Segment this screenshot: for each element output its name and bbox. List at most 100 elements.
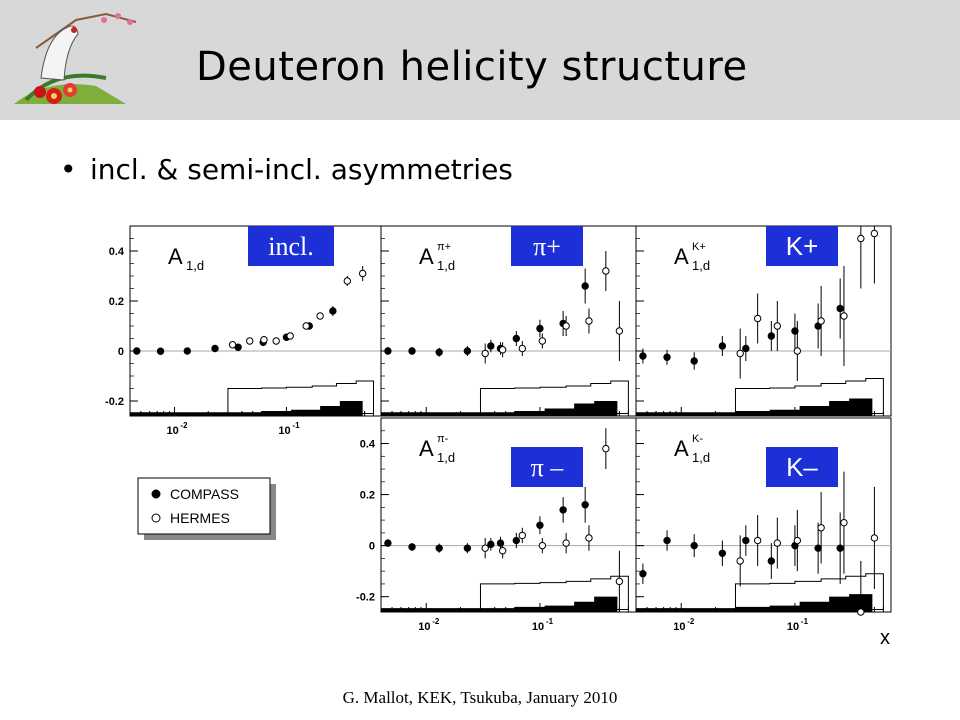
y-tick-label: 0.2 [109,296,124,308]
panel-axis-title: A [419,244,434,269]
panel-tag-label: π – [531,453,565,482]
panel-tag-label: incl. [268,232,314,261]
hermes-point [286,332,294,340]
compass-point [718,549,727,557]
hermes-point [857,608,865,616]
compass-point [791,327,799,335]
bullet-text: incl. & semi-incl. asymmetries [90,153,513,186]
legend-label: COMPASS [170,486,239,502]
panel-pi-minus: A 1,d π-π – [380,417,637,613]
systematic-band-compass [636,594,873,612]
x-tick-label: 10 [673,621,685,633]
systematic-band-compass [130,401,363,416]
hermes-point [817,524,825,532]
panel-axis-title: A [674,436,689,461]
panel-axis-superscript: K+ [692,241,706,253]
hermes-point [773,539,782,547]
systematic-band-hermes [479,575,629,610]
hermes-point [615,327,624,335]
compass-point [814,544,822,552]
compass-point [836,544,844,552]
panel-frame [635,417,892,613]
hermes-point [562,322,570,330]
compass-point [639,570,647,578]
panel-frame [380,225,637,417]
x-tick-label-exponent: -1 [801,617,809,626]
hermes-point [615,577,624,586]
panel-axis-superscript: K- [692,433,703,445]
systematic-band-hermes [734,573,884,610]
y-tick-label: -0.2 [356,592,375,604]
compass-point [496,539,505,547]
compass-point [408,347,416,355]
systematic-band-compass [381,401,618,416]
legend-compass-marker [151,489,161,499]
hermes-point [753,314,762,323]
hermes-point [793,536,802,545]
compass-point [183,347,191,355]
y-tick-label: -0.2 [105,396,124,408]
hermes-point [736,349,744,358]
compass-point [408,543,416,551]
hermes-point [736,557,744,565]
panel-tag-box [511,226,583,266]
hermes-point [498,346,507,354]
slide-footer: G. Mallot, KEK, Tsukuba, January 2010 [342,688,618,707]
panel-k-minus: A 1,d K- K– [635,417,892,616]
compass-point [536,521,544,529]
compass-point [329,307,337,315]
panel-tag-box [766,226,838,266]
panel-tag-box [248,226,334,266]
systematic-band-hermes [479,380,629,414]
panel-axis-title: A [168,244,183,269]
legend: COMPASS HERMES [137,477,276,540]
hermes-point [481,349,489,358]
compass-point [211,344,219,353]
hermes-point [518,531,527,540]
compass-point [742,536,750,545]
compass-point [512,536,521,545]
legend-label: HERMES [170,510,230,526]
hermes-point [585,317,593,325]
y-tick-label: 0 [118,346,124,358]
legend-hermes-marker [151,513,161,523]
hermes-point [260,336,268,344]
hermes-point [246,337,254,345]
compass-point [463,347,472,355]
hermes-point [817,317,825,325]
compass-point [718,342,727,350]
slide-title: Deuteron helicity structure [196,44,748,90]
hermes-point [481,544,489,552]
hermes-point [228,341,237,349]
bullet-item: • incl. & semi-incl. asymmetries [60,153,513,186]
y-tick-label: 0.4 [360,439,376,451]
compass-point [836,304,844,313]
panel-frame [635,225,892,417]
compass-point [487,540,495,549]
x-tick-label-exponent: -1 [292,421,300,430]
panel-frame [380,417,637,613]
hermes-point [538,541,547,550]
compass-point [663,353,671,361]
panel-tag-label: K+ [786,231,819,261]
panel-axis-subscript: 1,d [186,258,204,273]
hermes-point [518,344,527,353]
compass-point [663,536,671,545]
panel-tag-label: π+ [533,232,561,261]
panel-axis-subscript: 1,d [437,450,455,465]
hermes-point [498,547,507,555]
hermes-point [272,337,280,345]
panel-axis-subscript: 1,d [437,258,455,273]
systematic-band-hermes [227,380,375,414]
compass-point [512,334,521,343]
x-tick-label: 10 [418,621,430,633]
compass-point [581,501,589,509]
compass-point [767,332,776,340]
legend-box [137,477,271,535]
hermes-point [602,444,610,453]
x-tick-label: 10 [532,621,544,633]
compass-point [690,541,698,550]
compass-point [384,539,392,547]
hermes-point [870,229,879,238]
compass-point [581,282,589,290]
